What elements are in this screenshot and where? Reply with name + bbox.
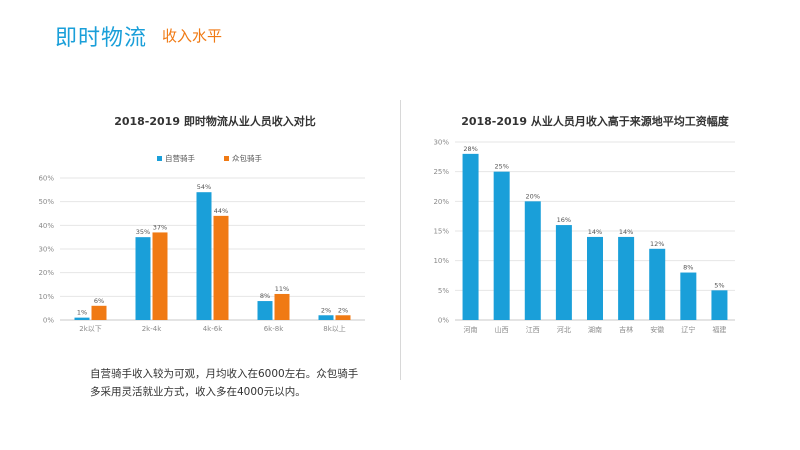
bar (152, 232, 168, 320)
data-label: 12% (650, 240, 664, 248)
page-title: 即时物流 (55, 26, 148, 51)
bar (524, 201, 541, 320)
y-tick-label: 30% (38, 246, 54, 254)
data-label: 16% (557, 216, 571, 224)
y-tick-label: 5% (438, 287, 449, 295)
bar (335, 315, 351, 320)
y-tick-label: 25% (433, 168, 449, 176)
x-tick-label: 福建 (712, 325, 726, 334)
bar (711, 290, 728, 320)
data-label: 44% (214, 207, 228, 215)
y-tick-label: 40% (38, 222, 54, 230)
x-tick-label: 安徽 (650, 325, 664, 334)
page-subtitle: 收入水平 (162, 27, 223, 45)
data-label: 54% (197, 183, 211, 191)
y-tick-label: 20% (433, 198, 449, 206)
bar (274, 293, 290, 320)
x-tick-label: 6k-8k (264, 325, 284, 333)
bar (618, 236, 635, 320)
x-tick-label: 4k-6k (203, 325, 223, 333)
bar (135, 237, 151, 320)
bar (318, 315, 334, 320)
bar (91, 305, 107, 320)
x-tick-label: 河南 (464, 325, 478, 334)
data-label: 5% (714, 281, 724, 289)
bar (74, 317, 90, 320)
x-tick-label: 江西 (526, 326, 540, 334)
data-label: 8% (260, 292, 270, 300)
bar (196, 192, 212, 320)
y-tick-label: 50% (38, 198, 54, 206)
y-tick-label: 30% (433, 139, 449, 147)
x-tick-label: 2k以下 (79, 325, 102, 333)
data-label: 2% (321, 306, 331, 314)
data-label: 37% (153, 223, 167, 231)
x-tick-label: 湖南 (588, 325, 602, 334)
x-tick-label: 2k-4k (142, 325, 162, 333)
bar (493, 171, 510, 320)
y-tick-label: 10% (38, 293, 54, 301)
caption-line-1: 自营骑手收入较为可观，月均收入在6000左右。众包骑手 (90, 368, 359, 380)
legend-label: 自营骑手 (165, 153, 195, 163)
data-label: 11% (275, 285, 289, 293)
bar (680, 272, 697, 320)
bar (257, 301, 273, 320)
data-label: 35% (136, 228, 150, 236)
x-tick-label: 河北 (557, 326, 571, 334)
legend-swatch (157, 156, 162, 161)
data-label: 2% (338, 306, 348, 314)
x-tick-label: 8k以上 (323, 324, 346, 333)
y-tick-label: 15% (433, 228, 449, 236)
y-tick-label: 60% (38, 175, 54, 183)
y-tick-label: 20% (38, 269, 54, 277)
data-label: 6% (94, 297, 104, 305)
bar (587, 236, 603, 320)
y-tick-label: 0% (43, 317, 54, 325)
data-label: 14% (588, 228, 602, 236)
data-label: 1% (77, 309, 87, 317)
data-label: 14% (619, 228, 633, 236)
bar (462, 153, 479, 320)
data-label: 25% (494, 163, 508, 171)
data-label: 28% (463, 145, 477, 153)
legend-label: 众包骑手 (232, 153, 262, 163)
x-tick-label: 山西 (495, 325, 509, 334)
y-tick-label: 0% (438, 317, 449, 325)
center-divider (400, 100, 401, 380)
left-chart-title: 2018-2019 即时物流从业人员收入对比 (114, 115, 316, 128)
summary-caption: 自营骑手收入较为可观，月均收入在6000左右。众包骑手 多采用灵活就业方式，收入… (90, 365, 380, 401)
y-tick-label: 10% (433, 257, 449, 265)
legend-swatch (224, 156, 229, 161)
bar (555, 225, 572, 320)
x-tick-label: 辽宁 (681, 325, 695, 334)
caption-line-2: 多采用灵活就业方式，收入多在4000元以内。 (90, 386, 306, 398)
x-tick-label: 吉林 (619, 325, 633, 334)
right-chart-title: 2018-2019 从业人员月收入高于来源地平均工资幅度 (461, 115, 729, 128)
bar (649, 248, 666, 320)
bar (213, 215, 229, 320)
data-label: 20% (526, 192, 540, 200)
data-label: 8% (683, 264, 693, 272)
